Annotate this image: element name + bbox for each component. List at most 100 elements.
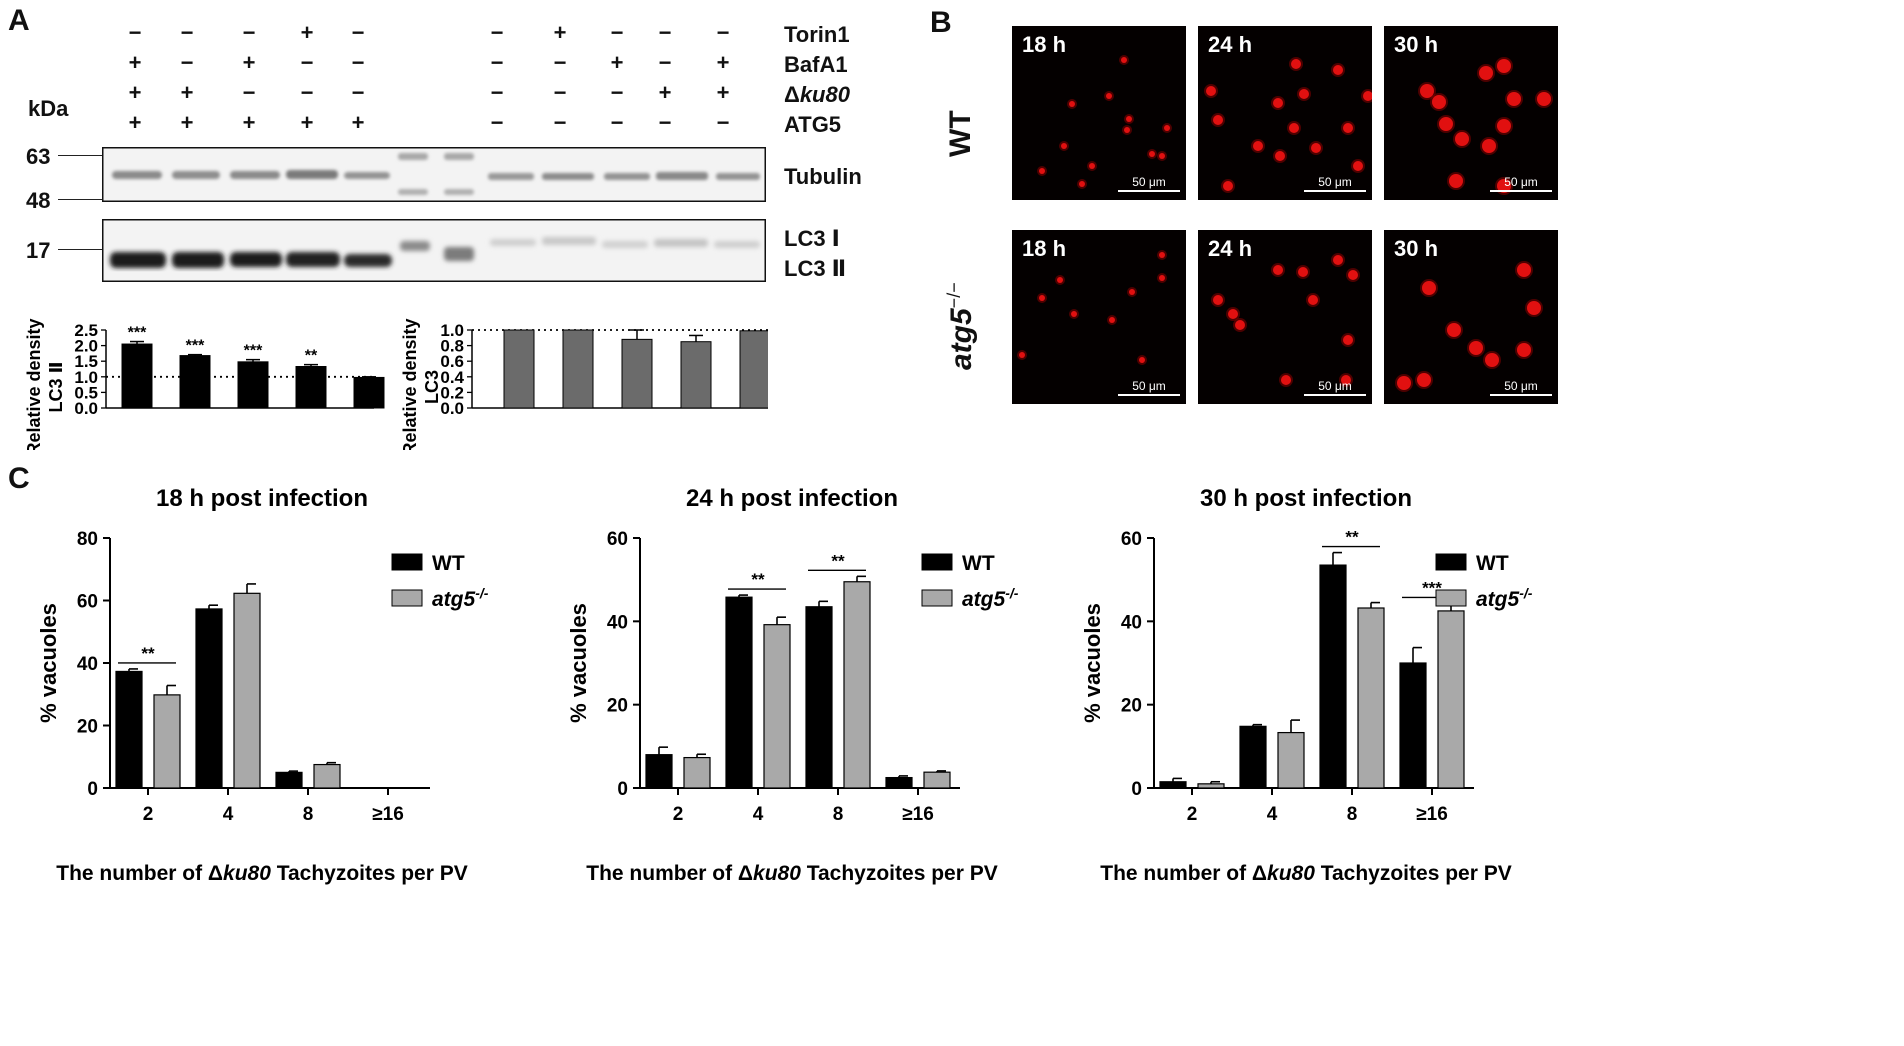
- parasite-vacuole-core: [1363, 91, 1372, 101]
- parasite-vacuole-core: [1129, 289, 1135, 295]
- y-tick-label: 1.5: [74, 352, 98, 371]
- band: [172, 252, 224, 268]
- treatment-sign: −: [553, 110, 567, 135]
- micrograph-panel: 24 h 50 μm: [1198, 230, 1372, 404]
- kda-label: kDa: [28, 96, 69, 121]
- parasite-vacuole-core: [1289, 123, 1299, 133]
- y-axis-label: % vacuoles: [566, 603, 591, 723]
- parasite-vacuole-core: [1291, 59, 1301, 69]
- treatment-sign: −: [490, 110, 504, 135]
- treatment-sign: +: [180, 80, 194, 105]
- x-tick-label: 4: [753, 804, 764, 825]
- band: [716, 173, 760, 180]
- parasite-vacuole-core: [1333, 255, 1343, 265]
- parasite-vacuole-core: [1253, 141, 1263, 151]
- treatment-sign: +: [300, 110, 314, 135]
- row-label-dku80: Δku80: [784, 82, 850, 107]
- legend-label-atg5-sup: -/-: [1519, 585, 1533, 601]
- legend-swatch-atg5: [921, 589, 953, 607]
- bar: [1277, 731, 1305, 789]
- y-axis-label-line2: LC3 Ⅱ: [46, 362, 66, 413]
- parasite-vacuole-core: [1228, 309, 1238, 319]
- y-tick-label: 0: [1131, 779, 1142, 800]
- parasite-vacuole-core: [1159, 252, 1165, 258]
- parasite-vacuole-core: [1057, 277, 1063, 283]
- y-tick-label: 0.4: [440, 368, 464, 387]
- parasite-vacuole-core: [1343, 335, 1353, 345]
- x-axis-label: The number of Δku80 Tachyzoites per PV: [56, 862, 468, 885]
- parasite-vacuole-core: [1213, 295, 1223, 305]
- parasite-vacuole-core: [1479, 66, 1493, 80]
- scale-bar-label: 50 μm: [1318, 175, 1352, 189]
- x-tick-label: 4: [223, 804, 234, 825]
- treatment-sign: −: [242, 20, 256, 45]
- x-tick-label: 8: [303, 804, 314, 825]
- treatment-sign: +: [128, 50, 142, 75]
- scale-bar-line: [1118, 394, 1180, 396]
- significance-label: **: [1345, 528, 1359, 547]
- parasite-vacuole-core: [1485, 353, 1499, 367]
- scale-bar-line: [1304, 394, 1366, 396]
- mw-marker-48: 48: [26, 188, 51, 213]
- micrograph-panel: 30 h 50 μm: [1384, 26, 1558, 200]
- x-axis-label-pre: The number of Δ: [1100, 862, 1267, 885]
- bar: [503, 329, 535, 409]
- time-label: 30 h: [1394, 32, 1439, 57]
- treatment-sign: +: [553, 20, 567, 45]
- parasite-vacuole-core: [1019, 352, 1025, 358]
- parasite-vacuole-core: [1071, 311, 1077, 317]
- y-tick-label: 40: [607, 612, 628, 633]
- y-tick-label: 20: [607, 696, 628, 717]
- y-tick-label: 0.0: [440, 399, 464, 418]
- treatment-sign: +: [658, 80, 672, 105]
- treatment-sign: −: [716, 20, 730, 45]
- bar: [725, 596, 753, 789]
- legend-label-atg5-sup: -/-: [1005, 585, 1019, 601]
- parasite-vacuole-core: [1447, 323, 1461, 337]
- y-tick-label: 20: [77, 717, 98, 738]
- legend-label-atg5-sup: -/-: [475, 585, 489, 601]
- significance-label: ***: [128, 325, 147, 342]
- treatment-sign: −: [610, 110, 624, 135]
- band: [230, 171, 280, 179]
- parasite-vacuole-core: [1333, 65, 1343, 75]
- band: [488, 173, 534, 180]
- parasite-vacuole-core: [1139, 357, 1145, 363]
- scale-bar: 50 μm: [1490, 379, 1552, 396]
- y-tick-label: 80: [77, 529, 98, 550]
- row-label-wt: WT: [944, 110, 977, 157]
- band: [654, 239, 708, 247]
- parasite-vacuole-core: [1159, 275, 1165, 281]
- parasite-vacuole-core: [1420, 84, 1434, 98]
- scale-bar: 50 μm: [1118, 379, 1180, 396]
- parasite-vacuole-core: [1517, 343, 1531, 357]
- parasite-vacuole-core: [1109, 317, 1115, 323]
- band: [542, 173, 594, 180]
- parasite-vacuole-core: [1069, 101, 1075, 107]
- legend-label-wt: WT: [1476, 552, 1509, 575]
- parasite-vacuole-core: [1497, 59, 1511, 73]
- parasite-vacuole-core: [1449, 174, 1463, 188]
- bar: [621, 338, 653, 409]
- y-tick-label: 40: [77, 654, 98, 675]
- legend-swatch-wt: [1435, 553, 1467, 571]
- y-tick-label: 60: [1121, 529, 1142, 550]
- parasite-vacuole-core: [1299, 89, 1309, 99]
- treatment-sign: +: [300, 20, 314, 45]
- micrograph-image: [1211, 253, 1360, 387]
- band: [400, 241, 430, 251]
- treatment-sign: −: [610, 80, 624, 105]
- significance-label: **: [305, 348, 318, 365]
- bar: [739, 330, 768, 409]
- y-tick-label: 20: [1121, 696, 1142, 717]
- legend-swatch-atg5: [391, 589, 423, 607]
- parasite-vacuole-core: [1206, 86, 1216, 96]
- band: [230, 252, 282, 267]
- bar: [179, 355, 211, 409]
- y-tick-label: 2.0: [74, 337, 98, 356]
- legend-swatch-atg5: [1435, 589, 1467, 607]
- band: [110, 252, 166, 268]
- band: [286, 170, 338, 179]
- mw-marker-63: 63: [26, 144, 51, 169]
